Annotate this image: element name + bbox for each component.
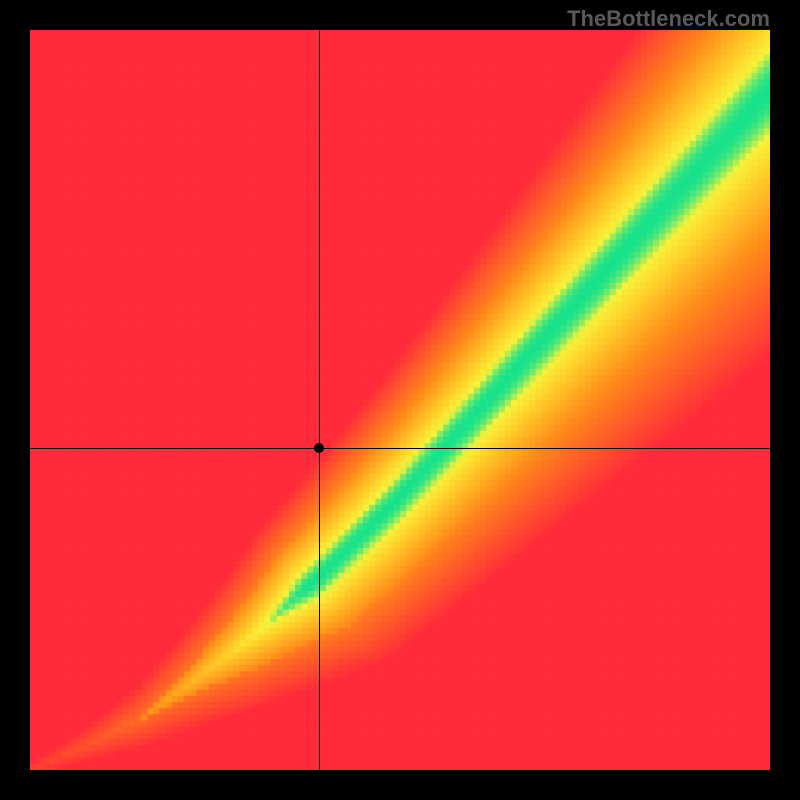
crosshair-marker[interactable] <box>314 443 324 453</box>
crosshair-horizontal <box>30 448 770 449</box>
crosshair-vertical <box>319 30 320 770</box>
heatmap-plot <box>30 30 770 770</box>
watermark-text: TheBottleneck.com <box>567 6 770 32</box>
heatmap-canvas <box>30 30 770 770</box>
